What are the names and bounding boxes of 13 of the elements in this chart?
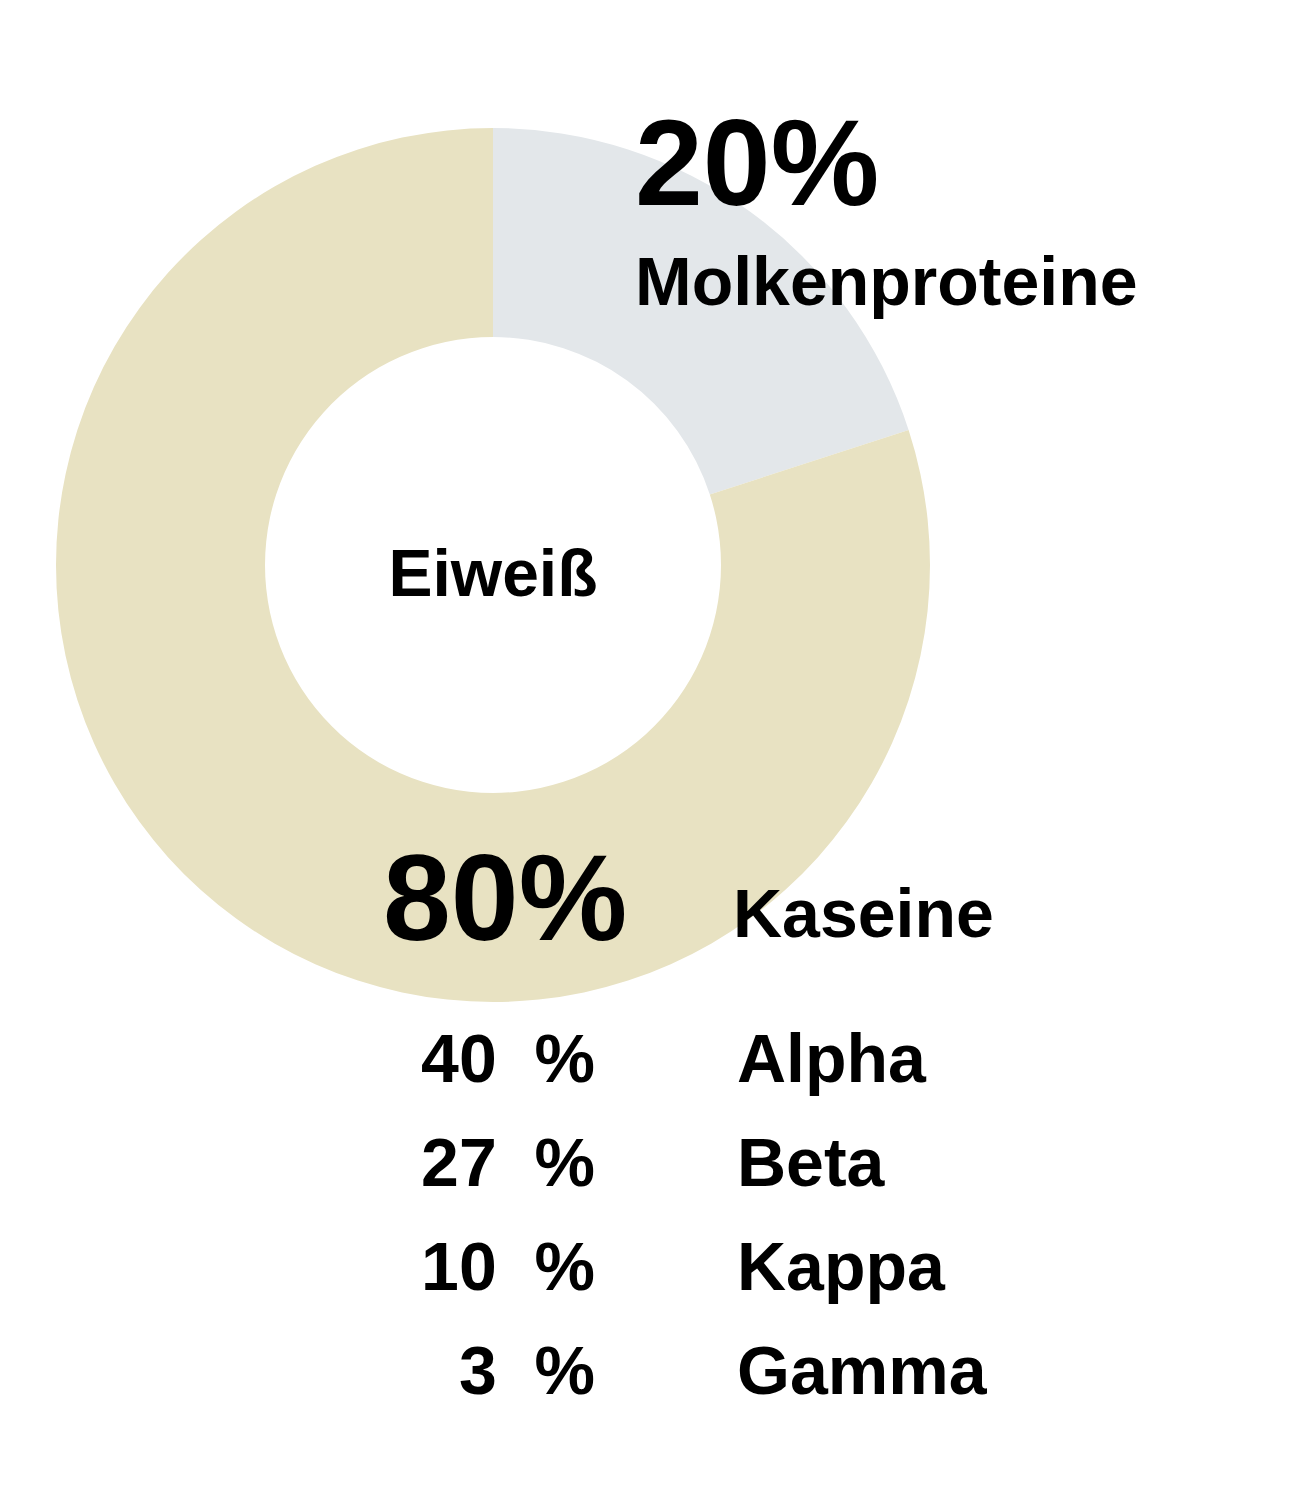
data-label: 20% [635, 95, 880, 231]
data-label: 80% [383, 830, 628, 966]
text: Kappa [737, 1228, 946, 1304]
slice-label: Molkenproteine [635, 243, 1138, 319]
text: 40 % [421, 1020, 595, 1096]
text: Gamma [737, 1332, 988, 1408]
text: 3 % [458, 1332, 595, 1408]
slice-label: Kaseine [733, 875, 994, 951]
text: 10 % [421, 1228, 595, 1304]
text: Beta [737, 1124, 886, 1200]
text: Alpha [737, 1020, 928, 1096]
text: Eiweiß [388, 536, 598, 611]
text: 27 % [421, 1124, 595, 1200]
